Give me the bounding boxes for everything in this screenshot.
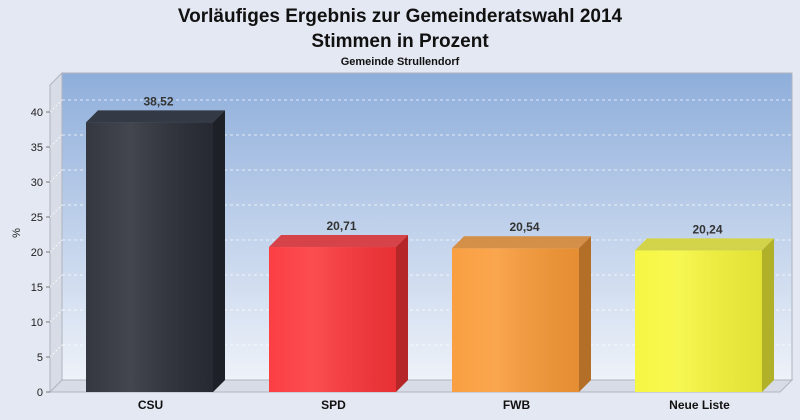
plot-left-wall: [49, 71, 63, 394]
x-axis-labels: CSU SPD FWB Neue Liste: [138, 398, 730, 412]
bar-top-shade: [452, 236, 591, 249]
gridline-wall: [49, 204, 63, 218]
bar-side-shade: [396, 235, 408, 392]
x-tick-label: FWB: [503, 398, 531, 412]
bar-neue-liste: 20,24: [635, 222, 774, 392]
bar-side-shade: [762, 238, 774, 392]
chart-caption: Gemeinde Strullendorf: [341, 56, 460, 68]
bar-side-shade: [579, 236, 591, 392]
y-tick-label: 20: [31, 247, 43, 259]
bar-top: [452, 236, 591, 249]
bar-side: [579, 236, 591, 392]
chart-subtitle: Stimmen in Prozent: [311, 31, 489, 52]
bars: 38,52 20,71 20,54 20,24: [86, 94, 774, 393]
gridline-wall: [49, 134, 63, 148]
gridline-wall: [49, 169, 63, 183]
bar-shine: [635, 250, 762, 392]
data-label: 20,24: [692, 222, 722, 236]
y-tick-label: 15: [31, 282, 43, 294]
bar-shine: [86, 122, 213, 393]
bar-side: [762, 238, 774, 392]
bar-fwb: 20,54: [452, 220, 591, 392]
bar-shine: [269, 247, 396, 392]
bar-side-shade: [213, 110, 225, 393]
y-tick-label: 35: [31, 142, 43, 154]
y-tick-label: 40: [31, 107, 43, 119]
bar-spd: 20,71: [269, 219, 408, 392]
y-axis-ticks: 0 5 10 15 20 25 30 35 40: [31, 107, 50, 399]
data-label: 38,52: [143, 94, 173, 108]
data-label: 20,54: [509, 220, 539, 234]
bar-top: [635, 238, 774, 251]
x-tick-label: CSU: [138, 398, 163, 412]
x-tick-label: Neue Liste: [669, 398, 730, 412]
gridline-wall: [49, 239, 63, 253]
y-axis-label: %: [11, 228, 23, 238]
y-tick-label: 5: [37, 352, 43, 364]
bar-top-shade: [269, 235, 408, 248]
gridline-wall: [49, 344, 63, 358]
bar-top: [86, 110, 225, 123]
gridline-wall: [49, 309, 63, 323]
bar-top: [269, 235, 408, 248]
data-label: 20,71: [326, 219, 356, 233]
x-tick-label: SPD: [321, 398, 346, 412]
y-tick-label: 30: [31, 177, 43, 189]
y-tick-label: 0: [37, 387, 43, 399]
y-tick-label: 10: [31, 317, 43, 329]
bar-side: [396, 235, 408, 392]
bar-side: [213, 110, 225, 393]
gridline-wall: [49, 99, 63, 113]
bar-top-shade: [86, 110, 225, 123]
y-tick-label: 25: [31, 212, 43, 224]
chart-title: Vorläufiges Ergebnis zur Gemeinderatswah…: [178, 6, 623, 27]
gridline-wall: [49, 274, 63, 288]
bar-csu: 38,52: [86, 94, 225, 393]
bar-shine: [452, 248, 579, 392]
bar-top-shade: [635, 238, 774, 251]
